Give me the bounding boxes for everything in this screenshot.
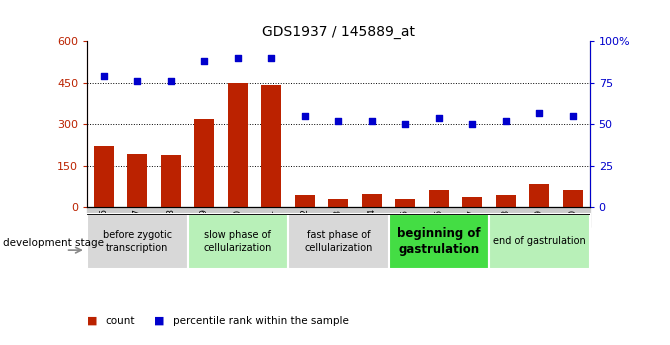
Point <box>333 118 344 124</box>
Bar <box>489 214 590 269</box>
Bar <box>563 190 583 207</box>
Bar <box>127 154 147 207</box>
Text: development stage: development stage <box>3 238 105 248</box>
Bar <box>288 214 389 269</box>
Point <box>232 55 243 61</box>
Bar <box>295 195 315 207</box>
Point <box>132 78 143 84</box>
Text: ■: ■ <box>87 316 98 326</box>
Point <box>165 78 176 84</box>
Text: end of gastrulation: end of gastrulation <box>493 237 586 246</box>
Text: percentile rank within the sample: percentile rank within the sample <box>173 316 349 326</box>
Text: fast phase of
cellularization: fast phase of cellularization <box>304 230 373 253</box>
Point <box>433 115 444 120</box>
Text: count: count <box>106 316 135 326</box>
Bar <box>395 199 415 207</box>
Point <box>534 110 545 115</box>
Point <box>567 113 578 119</box>
Bar <box>362 194 382 207</box>
Bar <box>87 214 188 269</box>
Bar <box>389 214 489 269</box>
Bar <box>496 195 516 207</box>
Point <box>400 121 411 127</box>
Text: ■: ■ <box>154 316 165 326</box>
Text: before zygotic
transcription: before zygotic transcription <box>103 230 172 253</box>
Point <box>467 121 478 127</box>
Bar <box>462 197 482 207</box>
Bar <box>228 83 248 207</box>
Point <box>199 59 210 64</box>
Title: GDS1937 / 145889_at: GDS1937 / 145889_at <box>262 25 415 39</box>
Bar <box>429 190 449 207</box>
Bar <box>328 199 348 207</box>
Bar <box>529 184 549 207</box>
Bar <box>87 207 590 227</box>
Bar <box>194 119 214 207</box>
Point <box>500 118 511 124</box>
Text: beginning of
gastrulation: beginning of gastrulation <box>397 227 480 256</box>
Point <box>366 118 377 124</box>
Bar <box>188 214 288 269</box>
Point <box>266 55 277 61</box>
Point <box>299 113 310 119</box>
Bar <box>161 155 181 207</box>
Point <box>98 73 109 79</box>
Text: slow phase of
cellularization: slow phase of cellularization <box>204 230 272 253</box>
Bar <box>261 85 281 207</box>
Bar <box>94 146 114 207</box>
